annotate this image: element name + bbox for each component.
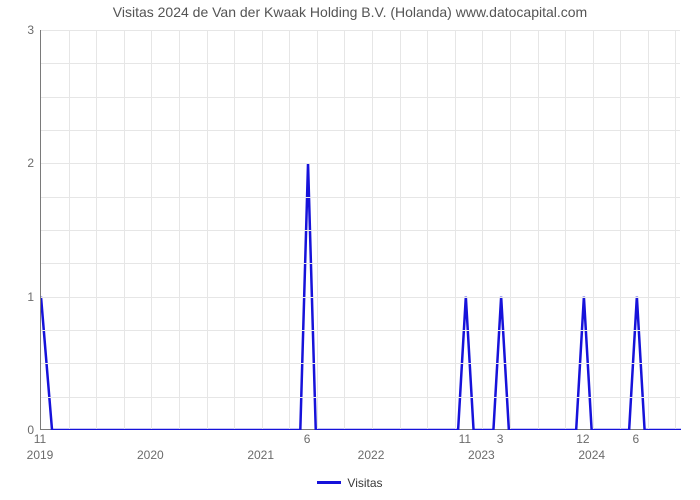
gridline-horizontal <box>41 330 680 331</box>
gridline-vertical <box>372 30 373 429</box>
value-label: 6 <box>304 432 311 446</box>
gridline-vertical <box>620 30 621 429</box>
gridline-vertical <box>289 30 290 429</box>
gridline-horizontal <box>41 97 680 98</box>
value-label: 11 <box>459 432 471 446</box>
gridline-vertical <box>400 30 401 429</box>
gridline-vertical <box>96 30 97 429</box>
gridline-vertical <box>207 30 208 429</box>
gridline-vertical <box>317 30 318 429</box>
gridline-vertical <box>593 30 594 429</box>
gridline-horizontal <box>41 163 680 164</box>
gridline-horizontal <box>41 397 680 398</box>
legend-label: Visitas <box>347 476 382 490</box>
gridline-vertical <box>262 30 263 429</box>
value-label: 6 <box>633 432 640 446</box>
gridline-vertical <box>538 30 539 429</box>
gridline-vertical <box>69 30 70 429</box>
gridline-horizontal <box>41 297 680 298</box>
legend: Visitas <box>0 475 700 490</box>
gridline-horizontal <box>41 30 680 31</box>
gridline-horizontal <box>41 63 680 64</box>
value-label: 12 <box>576 432 589 446</box>
gridline-horizontal <box>41 363 680 364</box>
x-tick-label: 2019 <box>27 448 54 462</box>
legend-swatch <box>317 481 341 484</box>
value-label: 3 <box>497 432 504 446</box>
gridline-horizontal <box>41 197 680 198</box>
gridline-horizontal <box>41 130 680 131</box>
gridline-horizontal <box>41 263 680 264</box>
gridline-vertical <box>675 30 676 429</box>
chart-title: Visitas 2024 de Van der Kwaak Holding B.… <box>0 4 700 20</box>
x-tick-label: 2023 <box>468 448 495 462</box>
y-tick-label: 0 <box>18 423 34 437</box>
gridline-vertical <box>565 30 566 429</box>
x-tick-label: 2022 <box>358 448 385 462</box>
gridline-vertical <box>124 30 125 429</box>
gridline-vertical <box>234 30 235 429</box>
gridline-vertical <box>648 30 649 429</box>
gridline-vertical <box>344 30 345 429</box>
gridline-vertical <box>482 30 483 429</box>
chart-container: Visitas 2024 de Van der Kwaak Holding B.… <box>0 0 700 500</box>
gridline-vertical <box>179 30 180 429</box>
value-label: 11 <box>34 432 46 446</box>
gridline-vertical <box>151 30 152 429</box>
y-tick-label: 1 <box>18 290 34 304</box>
x-tick-label: 2024 <box>578 448 605 462</box>
gridline-vertical <box>510 30 511 429</box>
y-tick-label: 2 <box>18 156 34 170</box>
gridline-vertical <box>427 30 428 429</box>
gridline-horizontal <box>41 230 680 231</box>
gridline-vertical <box>455 30 456 429</box>
plot-area <box>40 30 680 430</box>
y-tick-label: 3 <box>18 23 34 37</box>
x-tick-label: 2020 <box>137 448 164 462</box>
x-tick-label: 2021 <box>247 448 274 462</box>
